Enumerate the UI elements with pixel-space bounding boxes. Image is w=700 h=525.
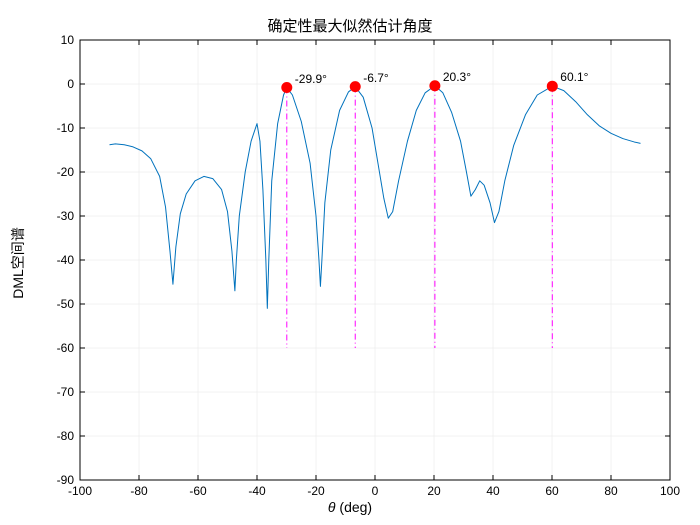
peak-label: 60.1° (560, 70, 588, 84)
x-axis-var: θ (328, 499, 336, 515)
y-tick-label: -40 (57, 253, 74, 267)
y-tick-label: -80 (57, 429, 74, 443)
chart-container: 确定性最大似然估计角度 DML空间谱 θ (deg) -10 0 -80 -60 -40… (0, 0, 700, 525)
x-tick-label: 60 (545, 484, 558, 498)
y-tick-label: -30 (57, 209, 74, 223)
x-tick-label: -80 (130, 484, 147, 498)
chart-svg (0, 0, 700, 525)
x-axis-label: θ (deg) (0, 499, 700, 515)
x-tick-label: 100 (660, 484, 680, 498)
y-tick-label: -10 (57, 121, 74, 135)
y-tick-label: 10 (61, 33, 74, 47)
y-tick-label: -50 (57, 297, 74, 311)
x-tick-label: 40 (486, 484, 499, 498)
x-axis-unit: (deg) (336, 499, 373, 515)
y-tick-label: -70 (57, 385, 74, 399)
y-tick-label: 0 (67, 77, 74, 91)
chart-title: 确定性最大似然估计角度 (0, 15, 700, 36)
x-tick-label: -20 (307, 484, 324, 498)
peak-label: -29.9° (295, 72, 327, 86)
y-tick-label: -20 (57, 165, 74, 179)
y-tick-label: -60 (57, 341, 74, 355)
x-tick-label: 20 (427, 484, 440, 498)
x-tick-label: -40 (248, 484, 265, 498)
x-tick-label: 0 (372, 484, 379, 498)
y-axis-label: DML空间谱 (8, 227, 28, 299)
x-tick-label: -60 (189, 484, 206, 498)
y-tick-label: -90 (57, 473, 74, 487)
peak-label: -6.7° (363, 71, 388, 85)
peak-label: 20.3° (443, 70, 471, 84)
x-tick-label: 80 (604, 484, 617, 498)
